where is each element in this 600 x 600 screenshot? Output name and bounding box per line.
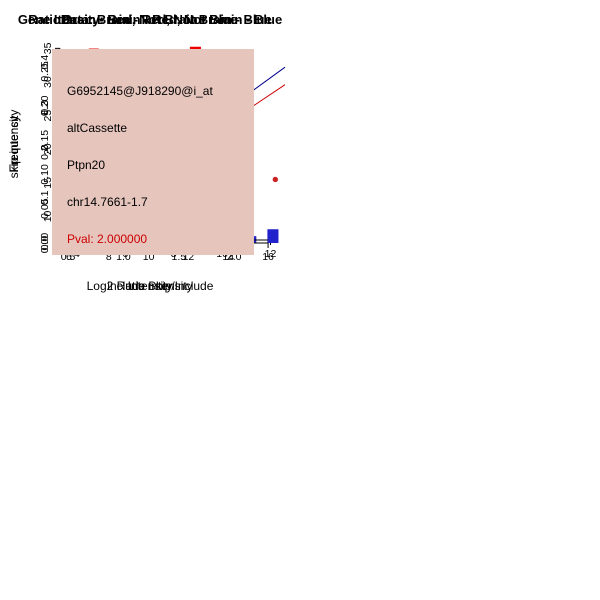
y-tick-label: 25 <box>42 110 54 122</box>
y-tick-label: 0.1 <box>39 190 51 205</box>
x-tick-label: 14 <box>222 251 234 263</box>
pval-text: Pval: 2.000000 <box>67 232 148 246</box>
x-tick-label: 16 <box>262 251 274 263</box>
x-tick-label: 10 <box>143 251 155 263</box>
y-tick-label: 0.25 <box>39 61 51 82</box>
scatter-title: Brain - Red, Not Brain - Blue <box>62 12 238 27</box>
probe-id-text: G6952145@J918290@i_at <box>67 84 213 98</box>
y-tick-label: 0.00 <box>39 233 51 254</box>
genome-location-text: chr14.7661-1.7 <box>67 195 148 209</box>
y-tick-label: 0.15 <box>39 130 51 151</box>
scatter-point <box>272 176 279 183</box>
y-tick-label: 15 <box>42 177 54 189</box>
info-box: G6952145@J918290@i_at altCassette Ptpn20… <box>52 49 254 255</box>
y-tick-label: 0.05 <box>39 198 51 219</box>
y-tick-label: 0.4 <box>39 55 51 70</box>
x-tick-label: 12 <box>265 248 277 260</box>
y-tick-label: 0.0 <box>39 236 51 251</box>
x-tick-label: 12 <box>183 251 195 263</box>
y-tick-label: 35 <box>42 42 54 54</box>
scatter-xlabel: include intensity <box>107 279 193 293</box>
gene-histogram-title: Gene Itensity: Brain - Red, Not Brain - … <box>17 12 283 27</box>
y-tick-label: 0.10 <box>39 164 51 185</box>
y-tick-label: 0.3 <box>39 100 51 115</box>
ratio-histogram-title: RatioData: Brain - Red, Not Brain - Blue <box>28 12 272 27</box>
splice-type-text: altCassette <box>67 121 128 135</box>
gene-histogram-xlabel: Intensity <box>127 279 173 293</box>
y-tick-label: 10 <box>42 210 54 222</box>
x-tick-label: 6 <box>66 251 72 263</box>
gene-name-text: Ptpn20 <box>67 158 106 172</box>
hist-bar-blue <box>268 229 279 243</box>
y-tick-label: 0.20 <box>39 95 51 116</box>
x-tick-label: 8 <box>106 251 112 263</box>
y-tick-label: 30 <box>42 76 54 88</box>
ratio-histogram-xlabel: Log2 Ratio Skip/Include <box>86 279 214 293</box>
panel-gene-info: G6952145@J918290@i_at altCassette Ptpn20… <box>0 0 300 300</box>
y-tick-label: 0.2 <box>39 145 51 160</box>
y-tick-label: 20 <box>42 143 54 155</box>
